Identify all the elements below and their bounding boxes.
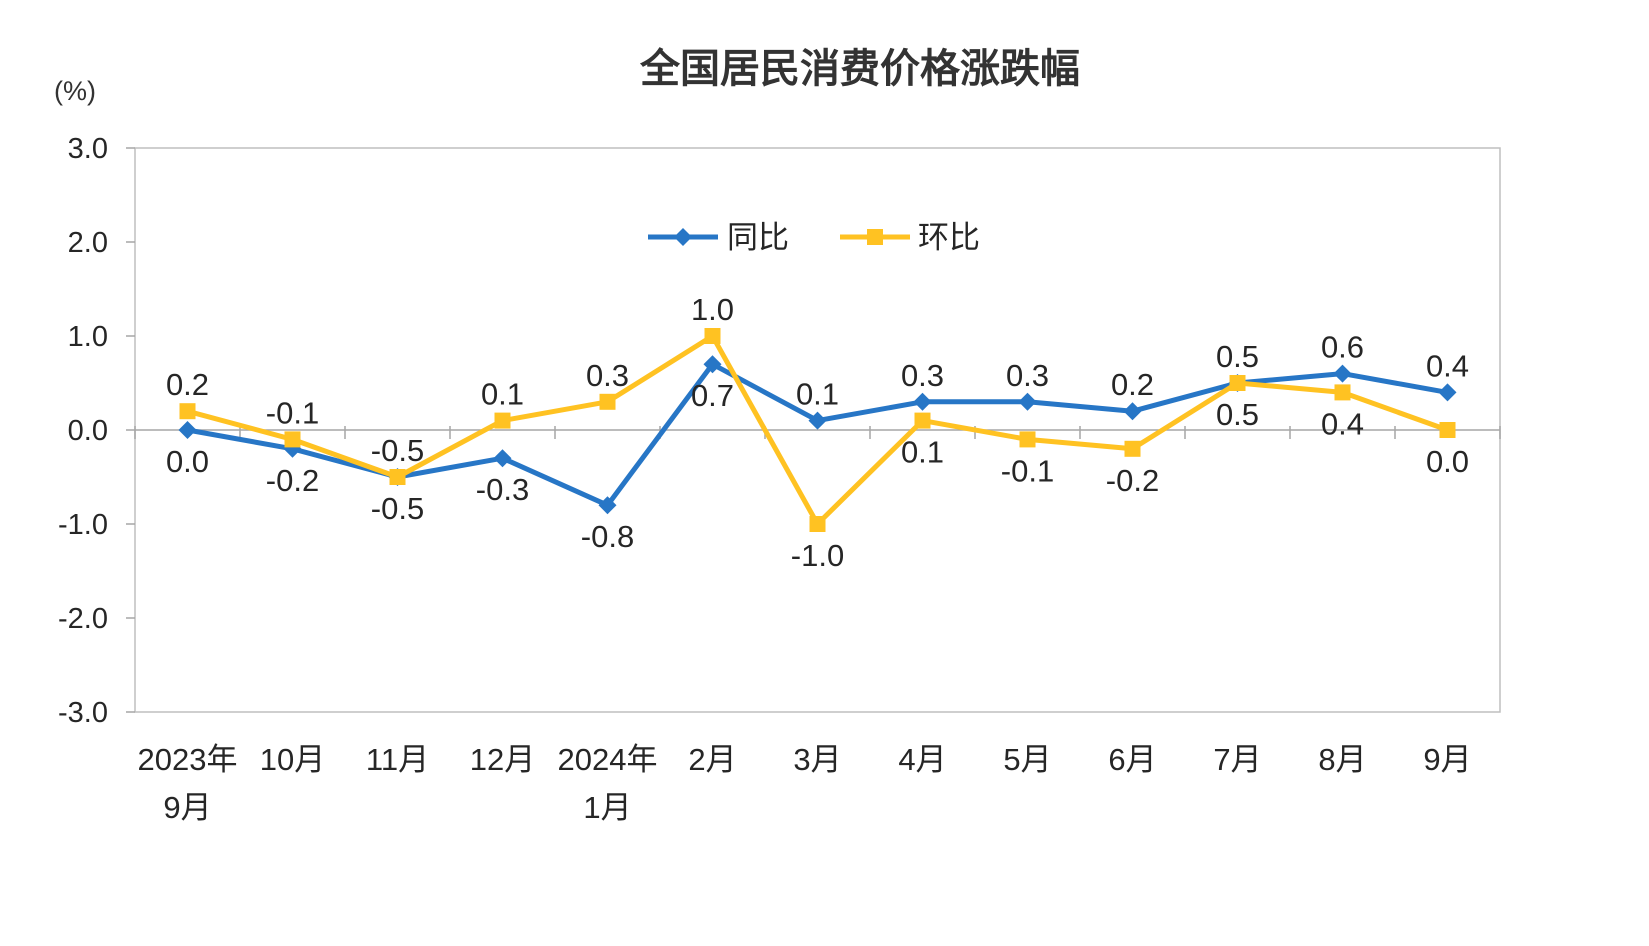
series-mom-square-marker-icon <box>179 403 196 420</box>
series-yoy-diamond-marker-icon <box>598 496 617 515</box>
x-axis-category-label: 10月 <box>260 742 325 777</box>
y-axis-tick-label: 2.0 <box>68 227 108 259</box>
series-mom-data-label: 0.4 <box>1321 406 1364 441</box>
x-axis-labels: 2023年 9月 10月 11月 12月 2024年 1月 2月 3月 4月 5月 6月 7月 8月 9月 <box>138 742 1472 825</box>
series-yoy-data-label: 0.3 <box>1006 358 1049 393</box>
y-axis-tick-label: 1.0 <box>68 321 108 353</box>
legend-yoy-label: 同比 <box>727 220 789 255</box>
x-axis-category-label: 1月 <box>583 790 631 825</box>
series-yoy-diamond-marker-icon <box>1123 402 1142 421</box>
series-yoy-data-label: 0.1 <box>796 377 839 412</box>
x-axis-category-label: 12月 <box>470 742 535 777</box>
chart-title: 全国居民消费价格涨跌幅 <box>640 47 1080 91</box>
series-yoy-diamond-marker-icon <box>178 421 197 439</box>
series-mom-square-marker-icon <box>389 469 406 485</box>
series-mom-data-label: 1.0 <box>691 292 734 327</box>
y-axis-unit-label: (%) <box>54 76 96 106</box>
legend: 同比 环比 <box>648 220 980 255</box>
series-mom-square-marker-icon <box>1229 375 1246 391</box>
series-mom-square-marker-icon <box>284 431 301 448</box>
y-axis-tick-label: 3.0 <box>68 133 108 165</box>
series-yoy-data-label: -0.5 <box>371 491 424 526</box>
series-mom-square-marker-icon <box>914 412 931 429</box>
series-mom-square-marker-icon <box>1019 431 1036 448</box>
x-axis-category-label: 3月 <box>793 742 841 777</box>
series-yoy-data-label: -0.2 <box>266 463 319 498</box>
series-mom-data-label: -1.0 <box>791 538 844 573</box>
series-yoy-diamond-marker-icon <box>1333 364 1352 383</box>
series-yoy-data-label: 0.3 <box>901 358 944 393</box>
series-mom-square-marker-icon <box>599 393 616 410</box>
series-yoy-data-label: 0.7 <box>691 378 734 413</box>
series-yoy-data-label: -0.8 <box>581 519 634 554</box>
x-axis-category-label: 6月 <box>1108 742 1156 777</box>
series-mom-data-label: 0.3 <box>586 358 629 393</box>
series-mom-square-marker-icon <box>1439 422 1456 438</box>
series-yoy-data-label: 0.0 <box>166 444 209 479</box>
x-axis-category-label: 5月 <box>1003 742 1051 777</box>
series-yoy-diamond-marker-icon <box>913 392 932 411</box>
series-mom: 0.2 -0.1 -0.5 0.1 0.3 1.0 -1.0 0.1 -0.1 -0.2 0.5 0.… <box>166 292 1469 573</box>
series-yoy-diamond-marker-icon <box>1438 383 1457 402</box>
series-mom-data-label: 0.1 <box>901 435 944 470</box>
x-axis-category-label: 4月 <box>898 742 946 777</box>
series-yoy-diamond-marker-icon <box>493 449 512 468</box>
legend-mom-label: 环比 <box>918 220 980 255</box>
series-yoy-data-label: 0.6 <box>1321 330 1364 365</box>
y-axis: 3.0 2.0 1.0 0.0 -1.0 -2.0 -3.0 <box>58 133 135 729</box>
series-mom-data-label: 0.0 <box>1426 444 1469 479</box>
series-yoy-data-label: 0.5 <box>1216 339 1259 374</box>
series-yoy-diamond-marker-icon <box>1018 392 1037 411</box>
legend-item-mom: 环比 <box>840 220 980 255</box>
series-mom-data-label: 0.2 <box>166 367 209 402</box>
x-axis-category-label: 8月 <box>1318 742 1366 777</box>
y-axis-tick-label: 0.0 <box>68 415 108 447</box>
series-mom-data-label: -0.2 <box>1106 463 1159 498</box>
series-yoy-data-label: -0.3 <box>476 472 529 507</box>
y-axis-tick-label: -3.0 <box>58 697 108 729</box>
series-mom-square-marker-icon <box>1334 384 1351 401</box>
x-axis-category-label: 2月 <box>688 742 736 777</box>
y-axis-tick-label: -1.0 <box>58 509 108 541</box>
legend-item-yoy: 同比 <box>648 220 789 255</box>
series-mom-data-label: -0.5 <box>371 433 424 468</box>
x-axis-category-label: 7月 <box>1213 742 1261 777</box>
series-yoy-data-label: 0.2 <box>1111 367 1154 402</box>
legend-yoy-diamond-marker-icon <box>674 228 692 246</box>
x-axis-category-label: 2023年 <box>138 742 238 777</box>
x-axis-category-label: 2024年 <box>558 742 658 777</box>
y-axis-tick-label: -2.0 <box>58 603 108 635</box>
series-mom-data-label: -0.1 <box>266 395 319 430</box>
series-yoy-data-label: 0.4 <box>1426 348 1469 383</box>
legend-mom-square-marker-icon <box>867 229 883 245</box>
x-axis-category-label: 9月 <box>163 790 211 825</box>
series-yoy-diamond-marker-icon <box>703 355 722 374</box>
series-mom-data-label: -0.1 <box>1001 453 1054 488</box>
series-mom-square-marker-icon <box>1124 440 1141 457</box>
x-axis-category-label: 9月 <box>1423 742 1471 777</box>
series-mom-square-marker-icon <box>494 412 511 429</box>
series-yoy-diamond-marker-icon <box>808 411 827 430</box>
series-mom-square-marker-icon <box>809 516 826 532</box>
series-mom-square-marker-icon <box>704 328 721 344</box>
series-mom-data-label: 0.5 <box>1216 397 1259 432</box>
series-mom-data-label: 0.1 <box>481 377 524 412</box>
x-axis-category-label: 11月 <box>366 742 429 777</box>
